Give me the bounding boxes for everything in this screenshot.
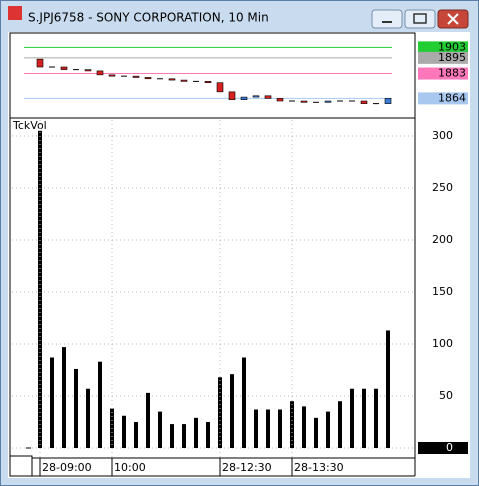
- volume-bar: [302, 406, 306, 448]
- volume-bar: [98, 361, 102, 448]
- price-label-box: [418, 41, 468, 54]
- candle-body: [204, 81, 212, 83]
- volume-bar: [278, 409, 282, 448]
- volume-bar: [230, 374, 234, 448]
- maximize-icon: [413, 13, 427, 24]
- candle-body: [360, 100, 368, 104]
- panel-title: TckVol: [12, 119, 47, 132]
- y-tick-box: [418, 442, 468, 454]
- candle-body: [108, 74, 116, 77]
- window-title: S.JPJ6758 - SONY CORPORATION, 10 Min: [28, 11, 269, 25]
- price-tick-label: 1895: [438, 51, 466, 64]
- y-tick-label: 250: [432, 181, 453, 194]
- x-tick-label: 10:00: [114, 461, 146, 474]
- volume-bar: [374, 388, 378, 448]
- volume-bar: [338, 401, 342, 448]
- volume-bar: [170, 424, 174, 448]
- volume-bar: [38, 130, 42, 449]
- candle-body: [132, 75, 140, 78]
- volume-bar: [266, 409, 270, 448]
- y-tick-label: 0: [446, 441, 453, 454]
- volume-bar: [326, 411, 330, 448]
- corner-box: [9, 455, 33, 477]
- y-tick-label: 100: [432, 337, 453, 350]
- x-tick-label: 28-13:30: [294, 461, 344, 474]
- price-tick-label: 1864: [438, 91, 466, 104]
- volume-bar: [86, 388, 90, 448]
- volume-bar: [134, 422, 138, 448]
- price-panel: [9, 32, 416, 119]
- volume-bar: [74, 368, 78, 448]
- y-tick-label: 200: [432, 233, 453, 246]
- x-tick-label: 28-09:00: [42, 461, 92, 474]
- y-tick-label: 150: [432, 285, 453, 298]
- volume-bar: [350, 388, 354, 448]
- volume-bar: [158, 411, 162, 448]
- volume-bar: [194, 417, 198, 448]
- candle-body: [264, 95, 272, 99]
- minimize-button[interactable]: [371, 9, 403, 29]
- volume-bar: [206, 422, 210, 448]
- price-tick-label: 1903: [438, 40, 466, 53]
- volume-bar: [62, 347, 66, 448]
- volume-bar: [242, 357, 246, 448]
- candle-body: [168, 78, 176, 81]
- candle-body: [252, 95, 260, 98]
- candle-body: [96, 70, 104, 76]
- volume-bar: [146, 392, 150, 448]
- volume-bar: [182, 424, 186, 448]
- candle-body: [324, 100, 332, 103]
- candle-body: [84, 69, 92, 72]
- candle-body: [144, 77, 152, 80]
- price-label-box: [418, 67, 468, 80]
- volume-bar: [314, 417, 318, 448]
- candle-body: [228, 91, 236, 100]
- candle-body: [60, 66, 68, 70]
- app-icon: [8, 6, 22, 20]
- candle-body: [216, 82, 224, 93]
- candle-body: [180, 79, 188, 82]
- close-icon: [447, 13, 459, 25]
- candle-body: [300, 100, 308, 103]
- volume-bar: [50, 357, 54, 448]
- volume-panel: [9, 117, 416, 459]
- candle-body: [240, 96, 248, 100]
- candle-body: [36, 58, 44, 68]
- maximize-button[interactable]: [404, 9, 436, 29]
- price-label-box: [418, 51, 468, 64]
- volume-bar: [386, 330, 390, 448]
- y-tick-label: 50: [439, 389, 453, 402]
- candle-body: [384, 98, 392, 104]
- volume-bar: [254, 409, 258, 448]
- x-tick-label: 28-12:30: [222, 461, 272, 474]
- volume-bar: [122, 415, 126, 448]
- price-label-box: [418, 92, 468, 105]
- volume-bar: [362, 388, 366, 448]
- price-tick-label: 1883: [438, 67, 466, 80]
- candle-body: [276, 98, 284, 102]
- y-tick-label: 300: [432, 129, 453, 142]
